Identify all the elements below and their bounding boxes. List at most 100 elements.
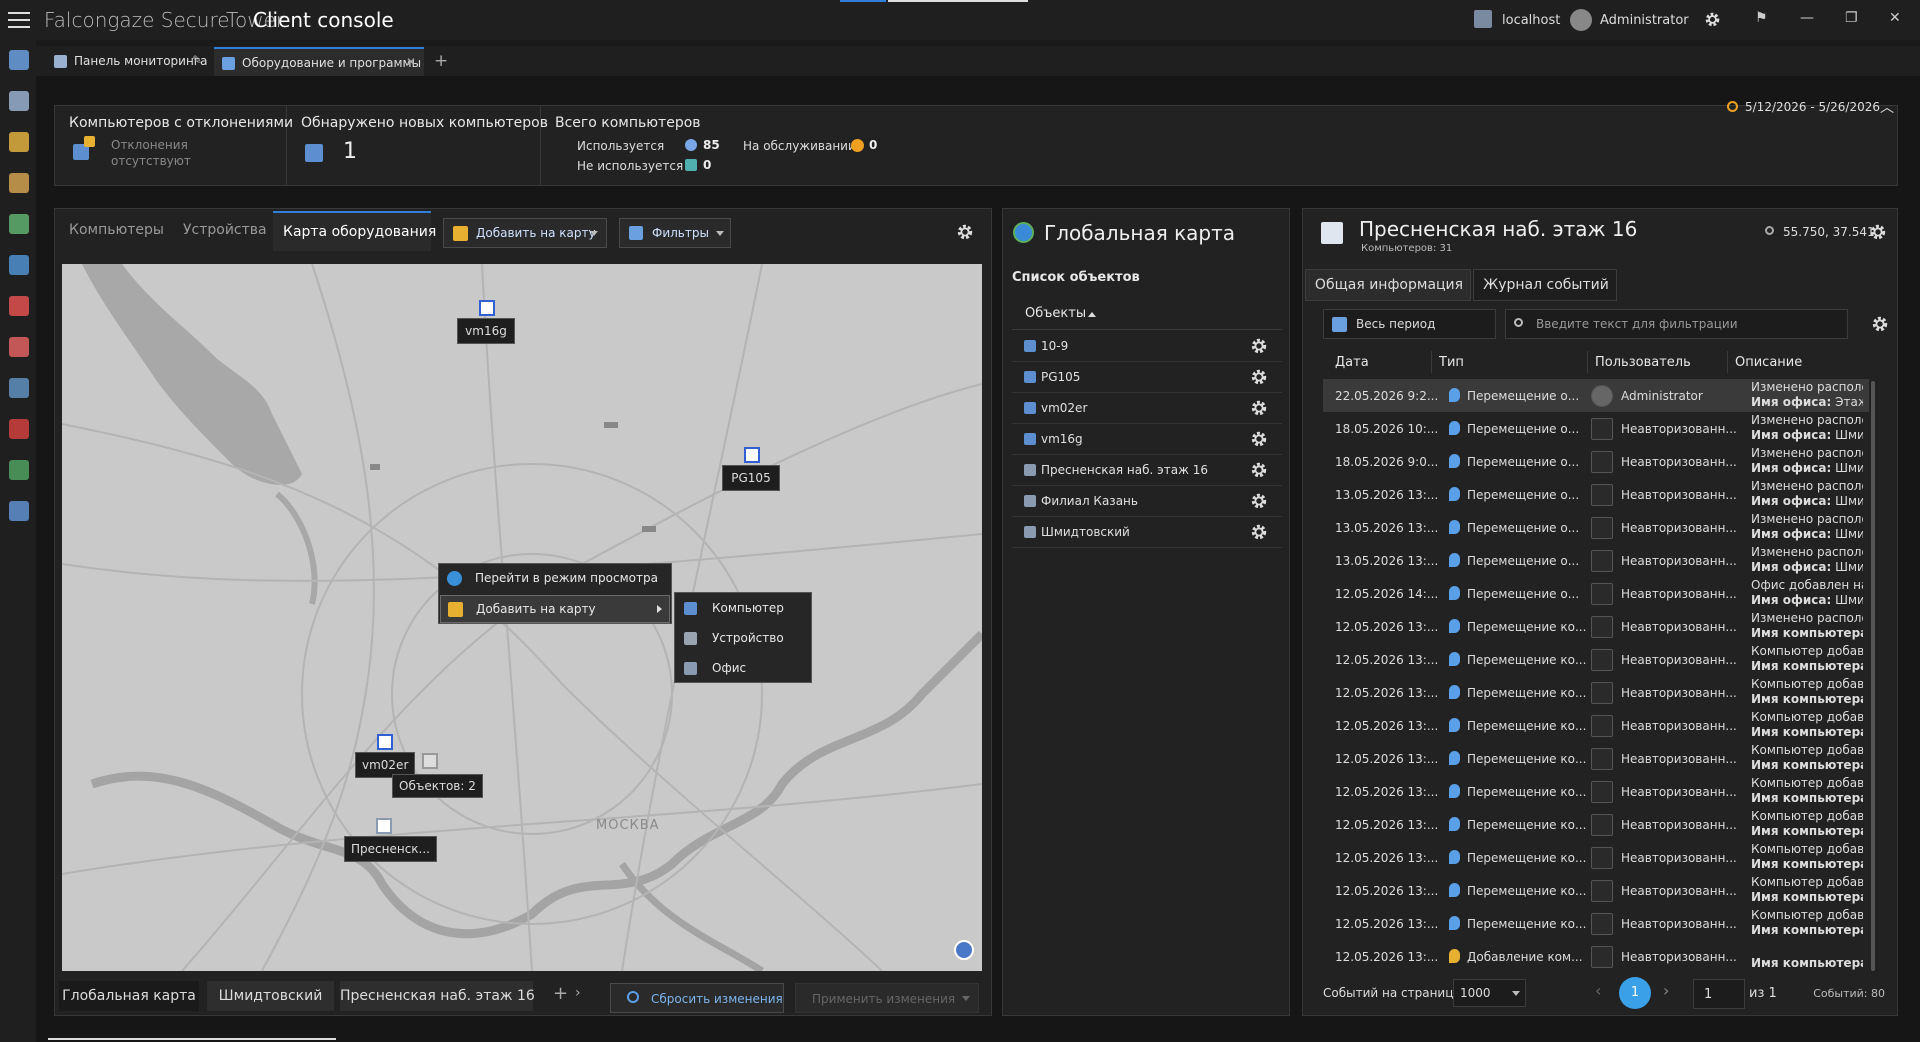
- add-button[interactable]: Добавить на карту: [443, 218, 607, 248]
- page-size-select[interactable]: 1000: [1453, 979, 1526, 1007]
- object-row[interactable]: Шмидтовский: [1012, 517, 1282, 548]
- settings-button[interactable]: [1250, 368, 1268, 386]
- sidebar-button[interactable]: [9, 173, 29, 193]
- settings-button[interactable]: [1250, 461, 1268, 479]
- sidebar-button[interactable]: [9, 91, 29, 111]
- map-marker[interactable]: [376, 818, 392, 834]
- sidebar-button[interactable]: [9, 50, 29, 70]
- tab-action[interactable]: ✕: [406, 55, 417, 69]
- event-row[interactable]: 12.05.2026 13:... Добавление ком... Неавто…: [1323, 940, 1869, 971]
- settings-button[interactable]: [1250, 492, 1268, 510]
- event-row[interactable]: 12.05.2026 13:... Перемещение ко... Неавто…: [1323, 610, 1869, 643]
- map-tab[interactable]: Пресненская наб. этаж 16: [340, 981, 535, 1011]
- menu-item[interactable]: Перейти в режим просмотра: [440, 565, 670, 593]
- map-marker[interactable]: [377, 734, 393, 750]
- next-page[interactable]: ›: [1663, 981, 1670, 1000]
- event-row[interactable]: 12.05.2026 13:... Перемещение ко... Неавто…: [1323, 709, 1869, 742]
- object-row[interactable]: 10-9: [1012, 331, 1282, 362]
- marker-label[interactable]: vm16g: [457, 318, 515, 344]
- object-row[interactable]: vm16g: [1012, 424, 1282, 455]
- event-row[interactable]: 18.05.2026 9:0... Перемещение о... Неавтор…: [1323, 445, 1869, 478]
- page-input[interactable]: 1: [1693, 979, 1745, 1009]
- search-box[interactable]: Введите текст для фильтрации: [1505, 309, 1848, 339]
- column-header[interactable]: Описание: [1735, 355, 1803, 370]
- period-select[interactable]: Весь период: [1323, 309, 1496, 339]
- menu-item[interactable]: Компьютер: [676, 595, 810, 623]
- prev-page[interactable]: ‹: [1595, 981, 1602, 1000]
- tab[interactable]: Панель мониторинга ✎: [46, 47, 210, 76]
- cluster-marker[interactable]: [422, 753, 438, 769]
- event-row[interactable]: 12.05.2026 14:... Перемещение о... Неавтор…: [1323, 577, 1869, 610]
- event-row[interactable]: 13.05.2026 13:... Перемещение о... Неавтор…: [1323, 544, 1869, 577]
- map-tab[interactable]: Шмидтовский: [207, 981, 334, 1011]
- event-row[interactable]: 12.05.2026 13:... Перемещение ко... Неавто…: [1323, 808, 1869, 841]
- column-header[interactable]: Тип: [1439, 355, 1464, 370]
- menu-item[interactable]: Устройство: [676, 625, 810, 653]
- map-marker[interactable]: [479, 300, 495, 316]
- sidebar-button[interactable]: [9, 132, 29, 152]
- sidebar-button[interactable]: [9, 419, 29, 439]
- view-tab[interactable]: Устройства: [179, 211, 269, 251]
- view-tab[interactable]: Компьютеры: [65, 211, 175, 251]
- marker-label[interactable]: PG105: [722, 465, 780, 491]
- event-row[interactable]: 12.05.2026 13:... Перемещение ко... Неавто…: [1323, 742, 1869, 775]
- window-button[interactable]: —: [1800, 10, 1814, 26]
- add-map-tab[interactable]: +: [553, 983, 569, 1004]
- info-button[interactable]: [954, 940, 974, 960]
- window-button[interactable]: ✕: [1889, 10, 1901, 26]
- scroll-tabs[interactable]: ›: [575, 985, 581, 1001]
- map-tab[interactable]: Глобальная карта: [59, 981, 199, 1011]
- event-row[interactable]: 18.05.2026 10:... Перемещение о... Неавтор…: [1323, 412, 1869, 445]
- settings-button[interactable]: [956, 223, 974, 241]
- settings-button[interactable]: [1250, 430, 1268, 448]
- menu-item[interactable]: Офис: [676, 655, 810, 683]
- sidebar-button[interactable]: [9, 460, 29, 480]
- tab[interactable]: Оборудование и программы ✕: [214, 47, 424, 76]
- window-button[interactable]: ⚑: [1755, 10, 1768, 26]
- sidebar-button[interactable]: [9, 214, 29, 234]
- collapse-button[interactable]: ︿: [1880, 100, 1894, 116]
- event-row[interactable]: 13.05.2026 13:... Перемещение о... Неавтор…: [1323, 478, 1869, 511]
- reset-button[interactable]: Сбросить изменения: [610, 983, 784, 1013]
- sidebar-button[interactable]: [9, 255, 29, 275]
- settings-button[interactable]: [1871, 315, 1889, 333]
- event-row[interactable]: 13.05.2026 13:... Перемещение о... Неавтор…: [1323, 511, 1869, 544]
- event-row[interactable]: 12.05.2026 13:... Перемещение ко... Неавто…: [1323, 841, 1869, 874]
- cluster-label[interactable]: Объектов: 2: [392, 774, 483, 798]
- column-header[interactable]: Дата: [1335, 355, 1369, 370]
- event-row[interactable]: 12.05.2026 13:... Перемещение ко... Неавто…: [1323, 907, 1869, 940]
- event-row[interactable]: 12.05.2026 13:... Перемещение ко... Неавто…: [1323, 676, 1869, 709]
- sidebar-button[interactable]: [9, 296, 29, 316]
- settings-button[interactable]: [1250, 523, 1268, 541]
- new-tab-button[interactable]: +: [434, 51, 449, 71]
- column-header[interactable]: Объекты: [1025, 306, 1087, 321]
- event-row[interactable]: 22.05.2026 9:2... Перемещение о... Adminis…: [1323, 379, 1869, 412]
- sidebar-button[interactable]: [9, 337, 29, 357]
- filter-button[interactable]: Фильтры: [619, 218, 731, 248]
- event-row[interactable]: 12.05.2026 13:... Перемещение ко... Неавто…: [1323, 643, 1869, 676]
- marker-label[interactable]: vm02er: [355, 752, 416, 778]
- sidebar-button[interactable]: [9, 501, 29, 521]
- tab-action[interactable]: ✎: [192, 53, 203, 67]
- event-row[interactable]: 12.05.2026 13:... Перемещение ко... Неавто…: [1323, 775, 1869, 808]
- settings-button[interactable]: [1869, 223, 1887, 241]
- object-row[interactable]: Филиал Казань: [1012, 486, 1282, 517]
- view-tab[interactable]: Карта оборудования: [273, 211, 436, 251]
- menu-button[interactable]: [6, 10, 32, 30]
- map-marker[interactable]: [744, 447, 760, 463]
- map[interactable]: МОСКВА vm16g PG105 vm02er Пресненск... Объект…: [62, 264, 982, 971]
- apply-button[interactable]: Применить изменения: [795, 983, 979, 1013]
- object-row[interactable]: PG105: [1012, 362, 1282, 393]
- column-header[interactable]: Пользователь: [1595, 355, 1691, 370]
- event-row[interactable]: 12.05.2026 13:... Перемещение ко... Неавто…: [1323, 874, 1869, 907]
- sidebar-button[interactable]: [9, 378, 29, 398]
- object-row[interactable]: vm02er: [1012, 393, 1282, 424]
- detail-tab[interactable]: Журнал событий: [1473, 269, 1617, 301]
- detail-tab[interactable]: Общая информация: [1305, 269, 1471, 301]
- menu-item[interactable]: Добавить на карту: [440, 595, 670, 623]
- window-button[interactable]: ❐: [1845, 10, 1858, 26]
- current-page[interactable]: 1: [1619, 977, 1651, 1009]
- settings-button[interactable]: [1250, 337, 1268, 355]
- settings-button[interactable]: [1704, 11, 1721, 28]
- settings-button[interactable]: [1250, 399, 1268, 417]
